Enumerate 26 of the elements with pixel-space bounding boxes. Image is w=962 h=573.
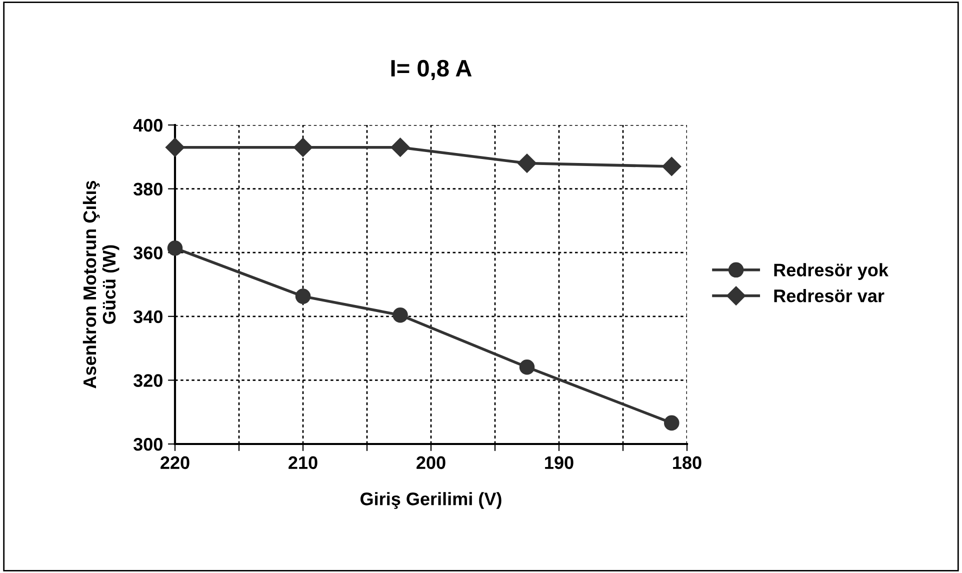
x-tick-label: 220 [160,456,190,470]
y-tick-label: 360 [133,246,162,260]
y-tick-label: 380 [133,182,162,196]
y-tick-label: 400 [133,118,162,132]
x-tick-label: 180 [673,456,702,470]
point [519,359,535,375]
point [662,156,682,176]
y-tick-label: 320 [133,374,162,387]
y-tick-label: 340 [133,310,162,324]
x-axis-title: Giriş Gerilimi (V) [360,492,502,509]
chart-title: I= 0,8 A [391,60,472,80]
point [167,240,183,256]
x-tick-label: 200 [416,456,446,470]
x-tick-label: 190 [545,456,574,470]
legend-label: Redresör yok [774,263,888,280]
y-tick-label: 300 [133,438,162,451]
point [293,138,313,157]
point [390,138,410,157]
y-axis-title: Asenkron Motorun Çıkış Gücü (W) [82,180,120,388]
legend-label: Redresör var [774,289,884,302]
point [295,288,311,304]
point [664,415,680,431]
point [517,154,537,173]
x-tick-label: 210 [288,456,318,470]
point [165,138,185,157]
point [392,307,408,323]
